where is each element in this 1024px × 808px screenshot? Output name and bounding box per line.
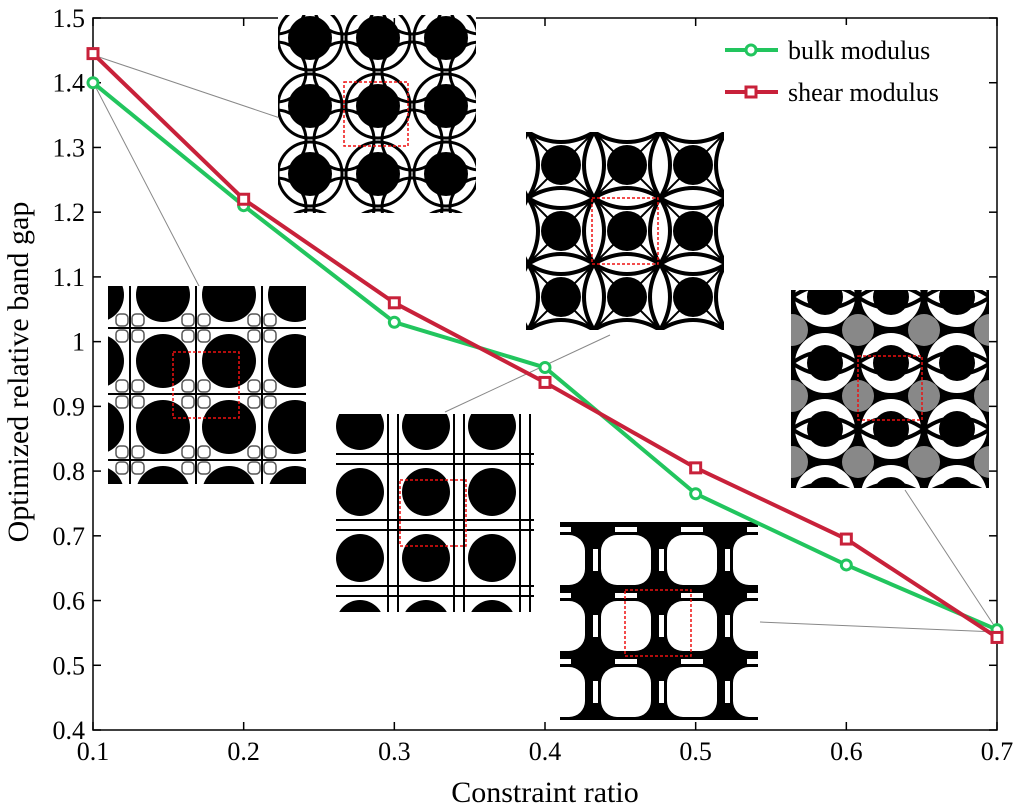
- y-tick-label: 0.5: [53, 651, 86, 680]
- leader-line: [92, 81, 201, 289]
- y-tick-label: 1.5: [53, 4, 86, 33]
- y-tick-label: 1: [72, 328, 85, 357]
- data-point: [86, 76, 100, 90]
- data-point: [387, 296, 401, 310]
- data-point: [689, 461, 703, 475]
- x-tick-label: 0.4: [529, 737, 562, 766]
- y-tick-label: 0.7: [53, 522, 86, 551]
- y-tick-label: 0.9: [53, 392, 86, 421]
- y-tick-label: 1.4: [53, 69, 86, 98]
- legend-label-bulk: bulk modulus: [788, 36, 930, 65]
- x-axis-title: Constraint ratio: [451, 776, 638, 808]
- data-point: [86, 47, 100, 61]
- inset-0.7-upper: [791, 290, 989, 488]
- y-axis-title: Optimized relative band gap: [2, 202, 35, 543]
- inset-0.7-lower: [560, 522, 758, 720]
- data-point: [839, 558, 853, 572]
- y-tick-label: 1.3: [53, 133, 86, 162]
- data-point: [538, 361, 552, 375]
- x-tick-label: 0.7: [981, 737, 1014, 766]
- legend: bulk modulus shear modulus: [717, 25, 987, 115]
- data-point: [237, 192, 251, 206]
- x-tick-label: 0.5: [679, 737, 712, 766]
- y-tick-label: 0.8: [53, 457, 86, 486]
- y-tick-label: 1.2: [53, 198, 86, 227]
- inset-0.4-upper: [526, 132, 724, 330]
- data-point: [990, 630, 1004, 644]
- data-point: [538, 375, 552, 389]
- y-tick-label: 0.6: [53, 587, 86, 616]
- leader-line: [759, 621, 998, 633]
- x-tick-label: 0.6: [830, 737, 863, 766]
- x-tick-label: 0.3: [378, 737, 411, 766]
- leader-line: [904, 489, 998, 631]
- x-tick-label: 0.2: [227, 737, 260, 766]
- inset-0.1-shear: [278, 15, 476, 213]
- leader-line: [92, 54, 281, 119]
- data-point: [387, 315, 401, 329]
- legend-entry-bulk: bulk modulus: [725, 36, 930, 65]
- data-point: [689, 487, 703, 501]
- legend-label-shear: shear modulus: [788, 78, 939, 107]
- data-point: [839, 532, 853, 546]
- x-tick-label: 0.1: [77, 737, 110, 766]
- inset-0.1-bulk: [108, 286, 306, 484]
- y-tick-label: 1.1: [53, 263, 86, 292]
- inset-0.4-lower: [336, 414, 534, 612]
- legend-entry-shear: shear modulus: [725, 78, 939, 107]
- y-tick-label: 0.4: [53, 716, 86, 745]
